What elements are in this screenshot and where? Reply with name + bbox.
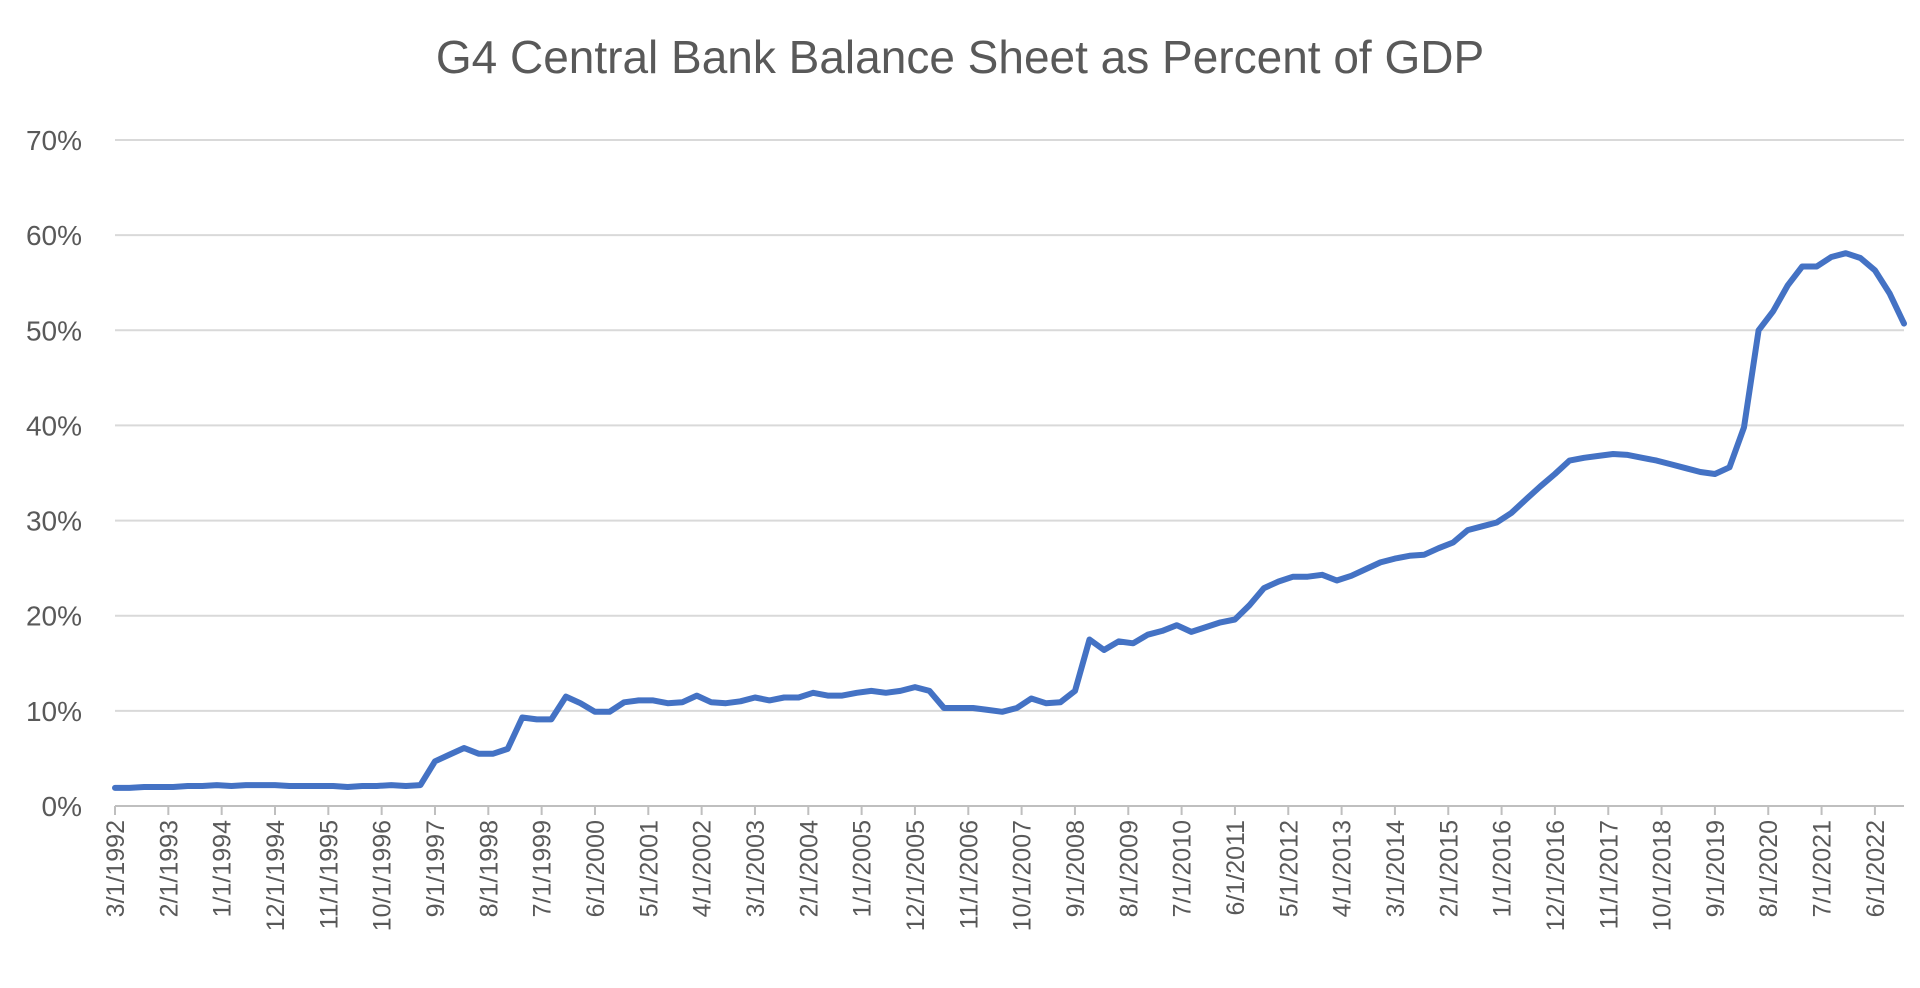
x-tick-label: 1/1/1994 [209, 820, 237, 917]
y-tick-label: 20% [26, 601, 82, 632]
x-tick-label: 5/1/2012 [1275, 820, 1303, 917]
y-tick-label: 40% [26, 410, 82, 441]
y-tick-label: 50% [26, 315, 82, 346]
series-line [112, 250, 1907, 791]
gridlines [115, 139, 1904, 712]
x-tick-label: 12/1/2005 [902, 820, 930, 931]
chart-title: G4 Central Bank Balance Sheet as Percent… [435, 31, 1485, 83]
x-tick-label: 10/1/2007 [1009, 820, 1037, 931]
x-tick-label: 7/1/1999 [529, 820, 557, 917]
x-tick-label: 9/1/2008 [1062, 820, 1090, 917]
x-tick-label: 10/1/2018 [1649, 820, 1677, 931]
x-tick-label: 12/1/2016 [1542, 820, 1570, 931]
x-tick-label: 1/1/2005 [849, 820, 877, 917]
x-tick-label: 10/1/1996 [369, 820, 397, 931]
y-tick-label: 0% [42, 791, 82, 822]
x-tick-label: 3/1/1992 [102, 820, 130, 917]
x-tick-label: 7/1/2021 [1809, 820, 1837, 917]
x-tick-label: 4/1/2013 [1329, 820, 1357, 917]
x-tick-label: 2/1/2015 [1435, 820, 1463, 917]
series-layer [112, 250, 1907, 791]
x-tick-label: 4/1/2002 [689, 820, 717, 917]
x-tick-label: 3/1/2003 [742, 820, 770, 917]
x-tick-label: 3/1/2014 [1382, 820, 1410, 917]
x-axis [114, 805, 1904, 815]
y-tick-label: 70% [26, 125, 82, 156]
x-tick-label: 12/1/1994 [262, 820, 290, 931]
x-tick-label: 9/1/1997 [422, 820, 450, 917]
x-tick-label: 5/1/2001 [635, 820, 663, 917]
x-tick-label: 7/1/2010 [1169, 820, 1197, 917]
y-tick-label: 60% [26, 220, 82, 251]
x-tick-label: 8/1/1998 [475, 820, 503, 917]
y-tick-label: 30% [26, 506, 82, 537]
y-axis-tick-labels: 0% 10% 20% 30% 40% 50% 60% 70% [26, 125, 82, 822]
x-tick-label: 6/1/2000 [582, 820, 610, 917]
x-tick-label: 11/1/2017 [1595, 820, 1623, 929]
x-tick-label: 11/1/1995 [315, 820, 343, 929]
x-tick-label: 6/1/2022 [1862, 820, 1890, 917]
x-tick-label: 1/1/2016 [1489, 820, 1517, 917]
x-tick-label: 6/1/2011 [1222, 820, 1250, 915]
x-tick-label: 11/1/2006 [955, 820, 983, 929]
x-tick-label: 8/1/2020 [1755, 820, 1783, 917]
x-axis-tick-labels: 3/1/1992 2/1/1993 1/1/1994 12/1/1994 11/1/19… [102, 820, 1890, 931]
x-tick-label: 2/1/1993 [155, 820, 183, 917]
x-tick-label: 8/1/2009 [1115, 820, 1143, 917]
x-tick-label: 9/1/2019 [1702, 820, 1730, 917]
x-tick-label: 2/1/2004 [795, 820, 823, 917]
y-tick-label: 10% [26, 696, 82, 727]
